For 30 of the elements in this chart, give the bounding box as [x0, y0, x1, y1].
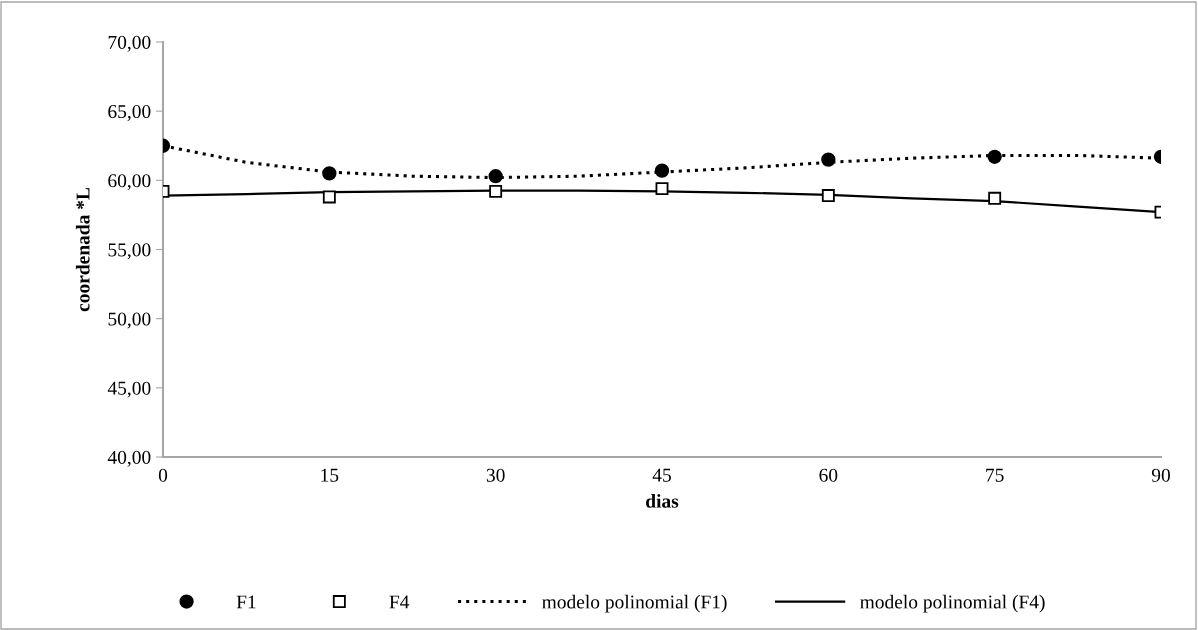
x-tick-label: 45 [652, 468, 671, 482]
point [988, 191, 1002, 205]
x-tick-label: 90 [1151, 468, 1170, 482]
y-axis-title: coordenada *L [75, 187, 90, 312]
y-tick-label: 65,00 [108, 104, 151, 121]
y-tick-label: 45,00 [107, 381, 151, 398]
x-tick-label: 0 [158, 468, 168, 482]
y-tick-label: 40,00 [107, 450, 151, 467]
point [821, 152, 836, 167]
x-tick-label: 75 [986, 468, 1004, 482]
y-tick-label: 60,00 [108, 174, 151, 191]
y-tick-label: 55,00 [108, 243, 151, 260]
point [987, 149, 1002, 164]
legend-label: F4 [389, 595, 410, 609]
point [489, 184, 503, 198]
x-axis-title: dias [646, 494, 679, 508]
legend-label: modelo polinomial (F4) [860, 594, 1045, 613]
legend-label: modelo polinomial (F1) [542, 594, 727, 613]
point [322, 166, 337, 181]
y-tick-label: 50,00 [108, 312, 151, 329]
y-tick-label: 70,00 [108, 35, 151, 52]
x-tick-label: 60 [819, 468, 838, 482]
point [821, 189, 835, 203]
legend-label: F1 [236, 595, 256, 609]
x-tick-label: 15 [321, 468, 339, 482]
point [488, 169, 503, 184]
point [655, 182, 669, 196]
point [654, 163, 670, 178]
point [322, 190, 336, 204]
x-tick-label: 30 [486, 468, 505, 482]
